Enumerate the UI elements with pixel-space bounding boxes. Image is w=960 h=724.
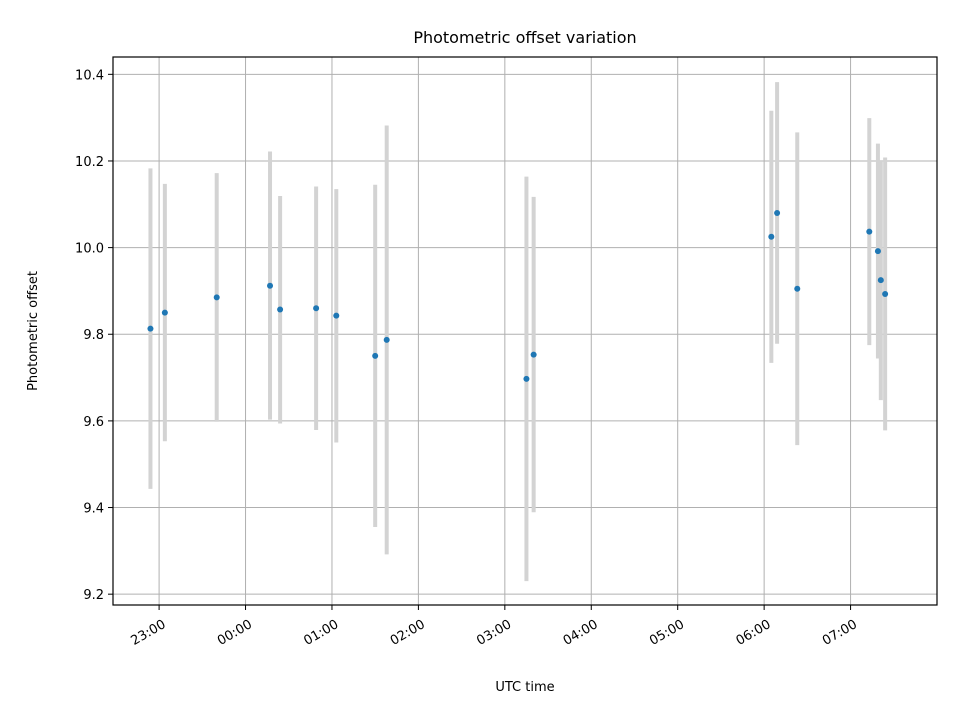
data-point bbox=[768, 233, 775, 240]
y-tick-label: 9.6 bbox=[83, 415, 104, 430]
y-tick-label: 9.4 bbox=[83, 502, 104, 517]
data-point bbox=[866, 228, 873, 235]
data-point bbox=[877, 277, 884, 284]
y-tick-label: 10.2 bbox=[75, 155, 104, 170]
data-point bbox=[161, 309, 168, 316]
data-point bbox=[267, 282, 274, 289]
data-point bbox=[313, 305, 320, 312]
data-point bbox=[530, 351, 537, 358]
plot-frame bbox=[112, 56, 938, 606]
data-point bbox=[882, 290, 889, 297]
y-axis-label: Photometric offset bbox=[26, 271, 41, 391]
y-tick-label: 9.2 bbox=[83, 588, 104, 603]
chart-title: Photometric offset variation bbox=[413, 28, 636, 47]
data-points bbox=[147, 209, 889, 382]
data-point bbox=[383, 336, 390, 343]
y-tick-label: 9.8 bbox=[83, 328, 104, 343]
y-axis-ticks: 9.2 9.4 9.6 9.8 10.0 10.2 10.4 bbox=[75, 68, 113, 603]
data-point bbox=[774, 209, 781, 216]
y-tick-label: 10.4 bbox=[75, 68, 104, 83]
data-point bbox=[277, 306, 284, 313]
data-point bbox=[213, 294, 220, 301]
data-point bbox=[333, 312, 340, 319]
data-point bbox=[147, 325, 154, 332]
data-point bbox=[523, 375, 530, 382]
x-axis-label: UTC time bbox=[495, 680, 554, 695]
data-point bbox=[372, 352, 379, 359]
y-tick-label: 10.0 bbox=[75, 242, 104, 257]
data-point bbox=[794, 285, 801, 292]
data-point bbox=[874, 248, 881, 255]
